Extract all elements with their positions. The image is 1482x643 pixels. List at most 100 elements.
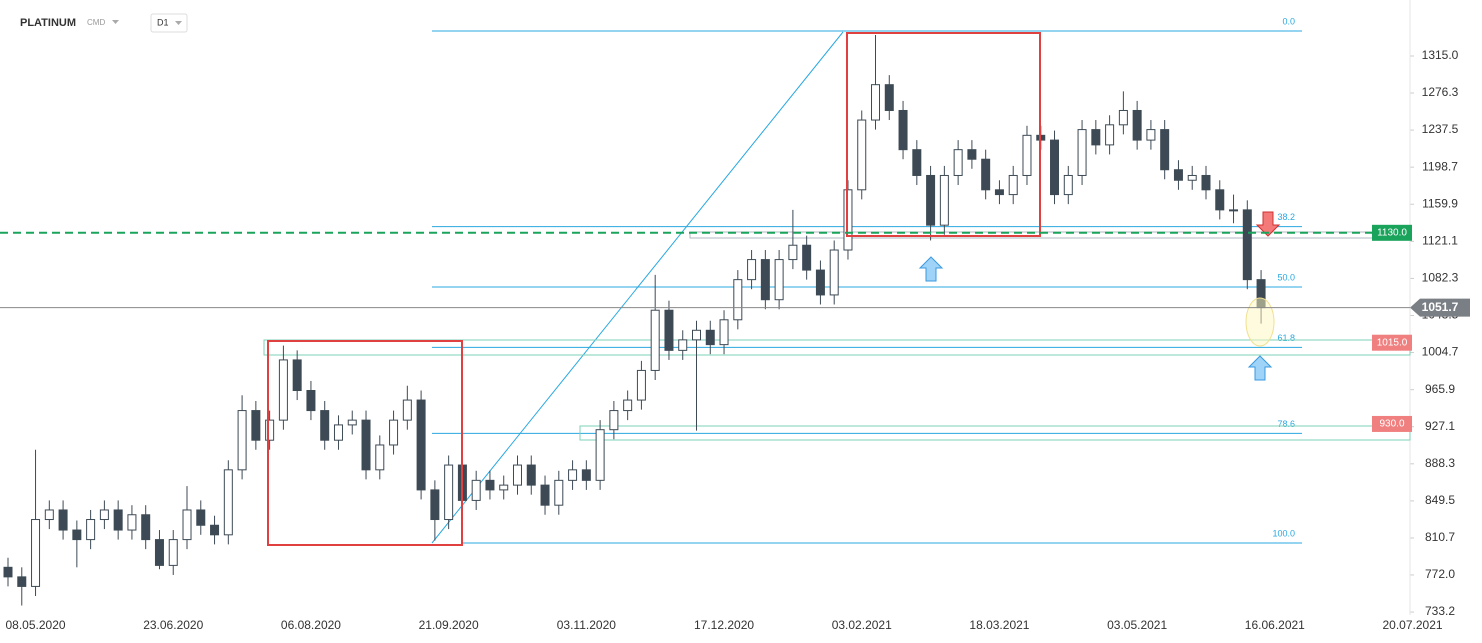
candle-body xyxy=(884,84,894,111)
highlight-ellipse xyxy=(1245,297,1275,347)
candle-body xyxy=(154,539,164,566)
candle-body xyxy=(540,484,550,506)
candle-body xyxy=(581,469,591,481)
interval-label: D1 xyxy=(157,17,169,27)
candle-body xyxy=(664,309,674,351)
up-arrow xyxy=(918,256,944,282)
candle-body xyxy=(223,469,233,536)
candle-body xyxy=(595,429,605,481)
candle-body xyxy=(1173,169,1183,181)
fib-label: 100.0 xyxy=(1272,528,1295,538)
candle-body xyxy=(705,329,715,346)
candle-body xyxy=(981,158,991,191)
level-label: 1130.0 xyxy=(1377,227,1407,238)
y-tick-label: 888.3 xyxy=(1425,456,1455,470)
candle-body xyxy=(1215,189,1225,211)
candle-body xyxy=(719,319,729,346)
candle-body xyxy=(1008,174,1018,196)
candle-body xyxy=(127,514,137,531)
candle-body xyxy=(939,174,949,226)
candle-body xyxy=(402,399,412,421)
candle-body xyxy=(99,509,109,521)
candle-body xyxy=(485,479,495,491)
candle-body xyxy=(1187,174,1197,181)
fib-label: 78.6 xyxy=(1277,419,1295,429)
candle-body xyxy=(774,259,784,301)
support-zone xyxy=(579,425,1411,441)
candle-body xyxy=(678,339,688,351)
candle-body xyxy=(278,359,288,421)
y-tick-label: 1237.5 xyxy=(1422,122,1459,136)
dropdown-icon[interactable] xyxy=(175,21,182,25)
candle-body xyxy=(141,514,151,541)
y-tick-label: 810.7 xyxy=(1425,530,1455,544)
candle-body xyxy=(347,419,357,426)
candle-body xyxy=(623,399,633,412)
candle-body xyxy=(1077,129,1087,176)
candle-body xyxy=(1146,129,1156,141)
candle-body xyxy=(1022,134,1032,176)
y-tick-label: 1315.0 xyxy=(1422,48,1459,62)
candle-body xyxy=(416,399,426,491)
candle-body xyxy=(292,359,302,392)
candle-body xyxy=(17,576,27,587)
candle-body xyxy=(44,509,54,521)
candle-body xyxy=(829,249,839,296)
y-tick-label: 1198.7 xyxy=(1422,159,1458,173)
range-box xyxy=(267,340,463,546)
x-tick-label: 18.03.2021 xyxy=(969,618,1029,632)
x-tick-label: 03.11.2020 xyxy=(557,618,616,632)
x-tick-label: 20.07.2021 xyxy=(1383,618,1443,632)
candle-body xyxy=(747,259,757,281)
fib-label: 38.2 xyxy=(1277,212,1295,222)
y-tick-label: 1082.3 xyxy=(1422,271,1459,285)
last-price-label: 1051.7 xyxy=(1422,300,1459,314)
y-tick-label: 965.9 xyxy=(1425,382,1455,396)
candle-body xyxy=(3,566,13,578)
fib-label: 0.0 xyxy=(1282,16,1295,26)
candle-body xyxy=(871,84,881,121)
x-tick-label: 08.05.2020 xyxy=(6,618,66,632)
candle-body xyxy=(1132,109,1142,141)
candle-body xyxy=(430,489,440,521)
x-tick-label: 03.02.2021 xyxy=(832,618,892,632)
candle-body xyxy=(306,390,316,412)
candle-body xyxy=(375,444,385,471)
interval-selector[interactable] xyxy=(150,13,188,33)
candle-body xyxy=(802,244,812,271)
candle-body xyxy=(168,539,178,566)
y-tick-label: 1276.3 xyxy=(1422,85,1459,99)
candle-body xyxy=(1063,174,1073,196)
candle-body xyxy=(1050,139,1060,196)
candle-body xyxy=(86,519,96,541)
front-layer: 1130.0 1015.0 930.0 1051.7 xyxy=(0,224,1470,432)
candle-body xyxy=(389,419,399,446)
candle-body xyxy=(499,484,509,491)
range-box xyxy=(846,32,1041,237)
candle-body xyxy=(953,149,963,176)
y-tick-label: 772.0 xyxy=(1425,567,1455,581)
candle-body xyxy=(1091,129,1101,146)
candle-body xyxy=(526,464,536,486)
candle-body xyxy=(237,410,247,471)
candle-body xyxy=(568,469,578,481)
candle-body xyxy=(898,109,908,151)
candle-body xyxy=(1118,109,1128,126)
x-tick-label: 23.06.2020 xyxy=(143,618,203,632)
candle-body xyxy=(650,309,660,371)
candle-body xyxy=(196,509,206,526)
candle-body xyxy=(1242,209,1252,281)
instrument-title: PLATINUM xyxy=(20,17,76,29)
level-tag xyxy=(1372,415,1412,432)
candle-body xyxy=(912,149,922,176)
candle-body xyxy=(609,410,619,431)
y-tick-label: 1121.1 xyxy=(1422,233,1458,247)
candle-body xyxy=(58,509,68,531)
last-price-tag xyxy=(1410,298,1470,317)
y-tick-label: 927.1 xyxy=(1425,419,1455,433)
y-tick-label: 733.2 xyxy=(1425,604,1455,618)
candle-body xyxy=(967,149,977,160)
candle-body xyxy=(265,419,275,441)
dropdown-icon[interactable] xyxy=(112,20,119,24)
